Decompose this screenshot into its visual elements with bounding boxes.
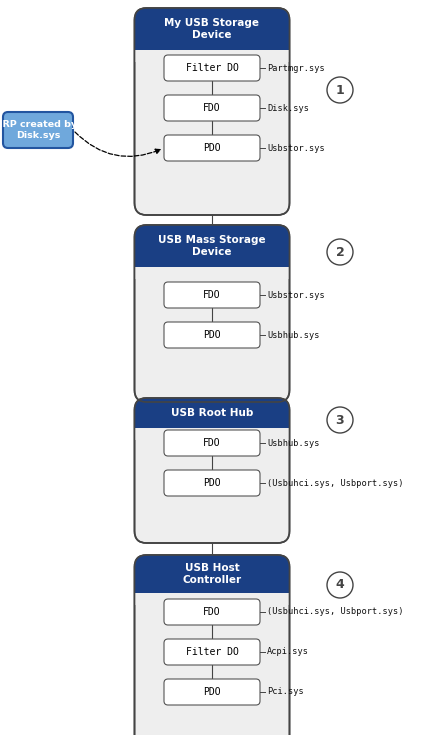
Text: FDO: FDO bbox=[203, 607, 221, 617]
Text: USB Host
Controller: USB Host Controller bbox=[182, 563, 241, 585]
FancyBboxPatch shape bbox=[3, 112, 73, 148]
Bar bbox=[134, 38, 289, 50]
FancyBboxPatch shape bbox=[164, 639, 260, 665]
Bar bbox=[134, 50, 289, 62]
FancyBboxPatch shape bbox=[134, 225, 289, 402]
FancyBboxPatch shape bbox=[164, 679, 260, 705]
Text: IRP created by
Disk.sys: IRP created by Disk.sys bbox=[0, 121, 77, 140]
Text: Usbstor.sys: Usbstor.sys bbox=[267, 290, 325, 299]
Text: 4: 4 bbox=[336, 578, 344, 592]
FancyBboxPatch shape bbox=[164, 430, 260, 456]
Bar bbox=[134, 593, 289, 605]
Text: (Usbuhci.sys, Usbport.sys): (Usbuhci.sys, Usbport.sys) bbox=[267, 478, 403, 487]
FancyBboxPatch shape bbox=[134, 8, 289, 50]
Text: FDO: FDO bbox=[203, 438, 221, 448]
Text: Pci.sys: Pci.sys bbox=[267, 687, 304, 697]
Text: Usbhub.sys: Usbhub.sys bbox=[267, 439, 320, 448]
Text: 3: 3 bbox=[336, 414, 344, 426]
Text: Usbhub.sys: Usbhub.sys bbox=[267, 331, 320, 340]
Text: My USB Storage
Device: My USB Storage Device bbox=[164, 18, 260, 40]
FancyBboxPatch shape bbox=[134, 225, 289, 267]
Text: PDO: PDO bbox=[203, 143, 221, 153]
FancyBboxPatch shape bbox=[164, 95, 260, 121]
FancyBboxPatch shape bbox=[164, 135, 260, 161]
Text: (Usbuhci.sys, Usbport.sys): (Usbuhci.sys, Usbport.sys) bbox=[267, 608, 403, 617]
Text: USB Mass Storage
Device: USB Mass Storage Device bbox=[158, 235, 266, 257]
Text: PDO: PDO bbox=[203, 478, 221, 488]
Text: Filter DO: Filter DO bbox=[186, 647, 238, 657]
Text: PDO: PDO bbox=[203, 330, 221, 340]
Text: PDO: PDO bbox=[203, 687, 221, 697]
Text: 2: 2 bbox=[336, 245, 344, 259]
Text: Acpi.sys: Acpi.sys bbox=[267, 648, 309, 656]
Bar bbox=[134, 267, 289, 279]
Text: FDO: FDO bbox=[203, 103, 221, 113]
Bar bbox=[134, 416, 289, 428]
FancyBboxPatch shape bbox=[134, 398, 289, 543]
Text: Disk.sys: Disk.sys bbox=[267, 104, 309, 112]
Text: Filter DO: Filter DO bbox=[186, 63, 238, 73]
FancyBboxPatch shape bbox=[134, 8, 289, 215]
Bar bbox=[134, 581, 289, 593]
Text: 1: 1 bbox=[336, 84, 344, 96]
Bar bbox=[134, 255, 289, 267]
Bar bbox=[134, 428, 289, 440]
FancyBboxPatch shape bbox=[164, 470, 260, 496]
Text: Usbstor.sys: Usbstor.sys bbox=[267, 143, 325, 152]
Text: USB Root Hub: USB Root Hub bbox=[171, 408, 253, 418]
FancyBboxPatch shape bbox=[164, 55, 260, 81]
FancyBboxPatch shape bbox=[164, 322, 260, 348]
FancyBboxPatch shape bbox=[164, 599, 260, 625]
FancyBboxPatch shape bbox=[134, 555, 289, 735]
FancyBboxPatch shape bbox=[134, 555, 289, 593]
Text: FDO: FDO bbox=[203, 290, 221, 300]
FancyBboxPatch shape bbox=[164, 282, 260, 308]
FancyBboxPatch shape bbox=[134, 398, 289, 428]
Text: Partmgr.sys: Partmgr.sys bbox=[267, 63, 325, 73]
